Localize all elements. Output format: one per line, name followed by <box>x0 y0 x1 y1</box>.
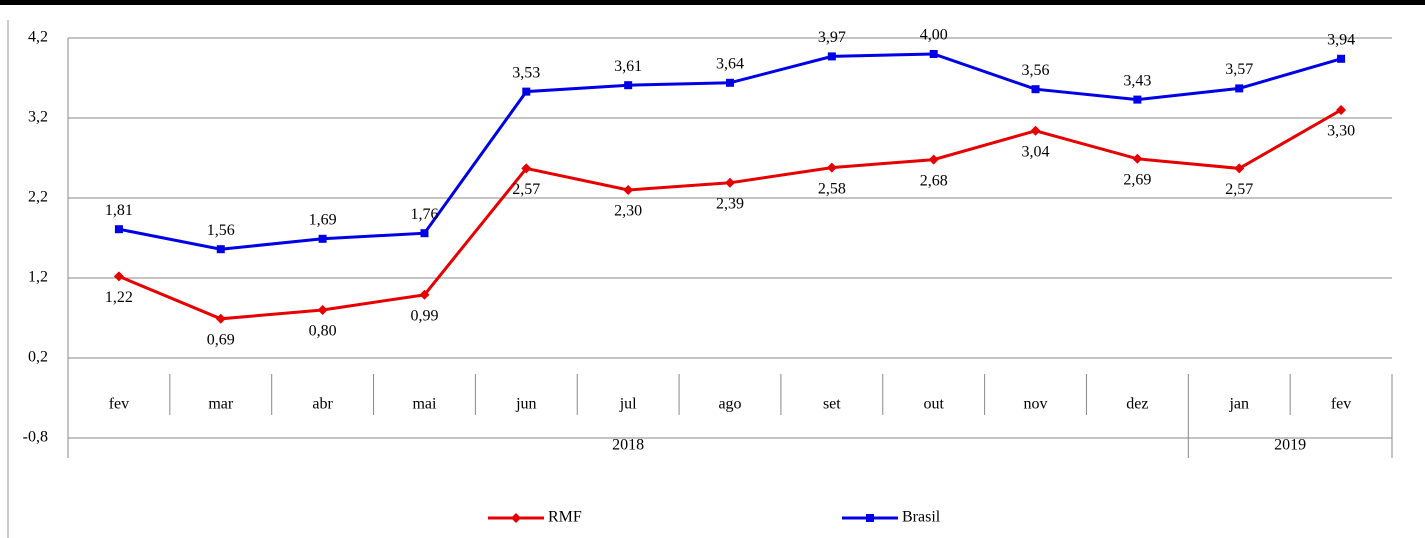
data-label: 0,99 <box>410 307 438 324</box>
legend-label: RMF <box>548 509 582 526</box>
legend-label: Brasil <box>902 509 941 526</box>
marker <box>725 177 735 188</box>
y-tick-label: 3,2 <box>28 109 48 126</box>
marker <box>928 154 939 165</box>
marker <box>318 234 327 243</box>
data-label: 2,68 <box>920 172 948 189</box>
x-tick-label: jan <box>1228 396 1249 413</box>
data-label: 3,64 <box>716 55 744 72</box>
top-border <box>0 0 1425 5</box>
x-tick-label: abr <box>312 396 333 413</box>
marker <box>1132 153 1143 164</box>
x-tick-label: mai <box>412 396 437 413</box>
line <box>118 108 1342 321</box>
x-tick-label: mar <box>208 396 234 413</box>
x-tick-label: dez <box>1126 396 1148 413</box>
marker <box>1235 84 1244 93</box>
marker <box>1337 54 1346 63</box>
data-label: 3,56 <box>1022 62 1050 79</box>
data-label: 1,22 <box>105 289 133 306</box>
data-label: 3,57 <box>1225 61 1253 78</box>
group-label: 2018 <box>612 437 644 454</box>
x-tick-label: ago <box>718 396 741 413</box>
x-tick-label: jul <box>619 396 637 413</box>
data-label: 3,97 <box>818 29 846 46</box>
x-tick-label: fev <box>1331 396 1351 413</box>
marker <box>114 225 123 234</box>
y-tick-label: 0,2 <box>28 349 48 366</box>
data-label: 2,58 <box>818 180 846 197</box>
marker <box>521 163 532 174</box>
data-label: 2,30 <box>614 203 642 220</box>
marker <box>1234 163 1245 174</box>
group-label: 2019 <box>1274 437 1306 454</box>
marker <box>216 245 225 254</box>
marker <box>929 50 938 58</box>
data-label: 1,56 <box>207 222 235 239</box>
data-label: 0,80 <box>309 323 337 340</box>
marker <box>827 52 836 61</box>
data-label: 3,61 <box>614 58 642 75</box>
data-label: 1,69 <box>309 211 337 228</box>
data-label: 3,43 <box>1123 72 1151 89</box>
marker <box>1336 105 1347 115</box>
data-label: 3,94 <box>1327 31 1355 48</box>
marker <box>623 185 634 195</box>
y-tick-label: -0,8 <box>23 429 48 446</box>
marker <box>317 305 328 315</box>
data-label: 1,81 <box>105 202 133 219</box>
marker <box>624 81 633 90</box>
marker <box>522 87 531 96</box>
data-label: 2,57 <box>1225 181 1253 198</box>
legend-marker <box>866 514 874 522</box>
marker <box>726 78 734 87</box>
marker <box>215 313 226 324</box>
marker <box>113 271 124 282</box>
x-tick-label: set <box>823 396 841 413</box>
data-label: 2,39 <box>716 195 744 212</box>
marker <box>1030 125 1041 136</box>
data-label: 4,00 <box>920 27 948 44</box>
x-tick-label: fev <box>109 396 129 413</box>
legend-marker <box>511 513 521 523</box>
data-label: 2,57 <box>512 181 540 198</box>
marker <box>1133 95 1142 104</box>
marker <box>826 162 837 173</box>
data-label: 3,53 <box>512 64 540 81</box>
x-tick-label: out <box>923 396 944 413</box>
data-label: 0,69 <box>207 331 235 348</box>
y-tick-label: 1,2 <box>28 269 48 286</box>
marker <box>420 229 429 238</box>
data-label: 3,04 <box>1022 143 1050 160</box>
y-tick-label: 4,2 <box>28 29 48 46</box>
marker <box>419 289 430 300</box>
marker <box>1031 85 1040 94</box>
data-label: 3,30 <box>1327 123 1355 140</box>
x-tick-label: jun <box>515 396 536 413</box>
data-label: 1,76 <box>410 206 438 223</box>
x-tick-label: nov <box>1024 396 1048 413</box>
y-tick-label: 2,2 <box>28 189 48 206</box>
data-label: 2,69 <box>1123 171 1151 188</box>
